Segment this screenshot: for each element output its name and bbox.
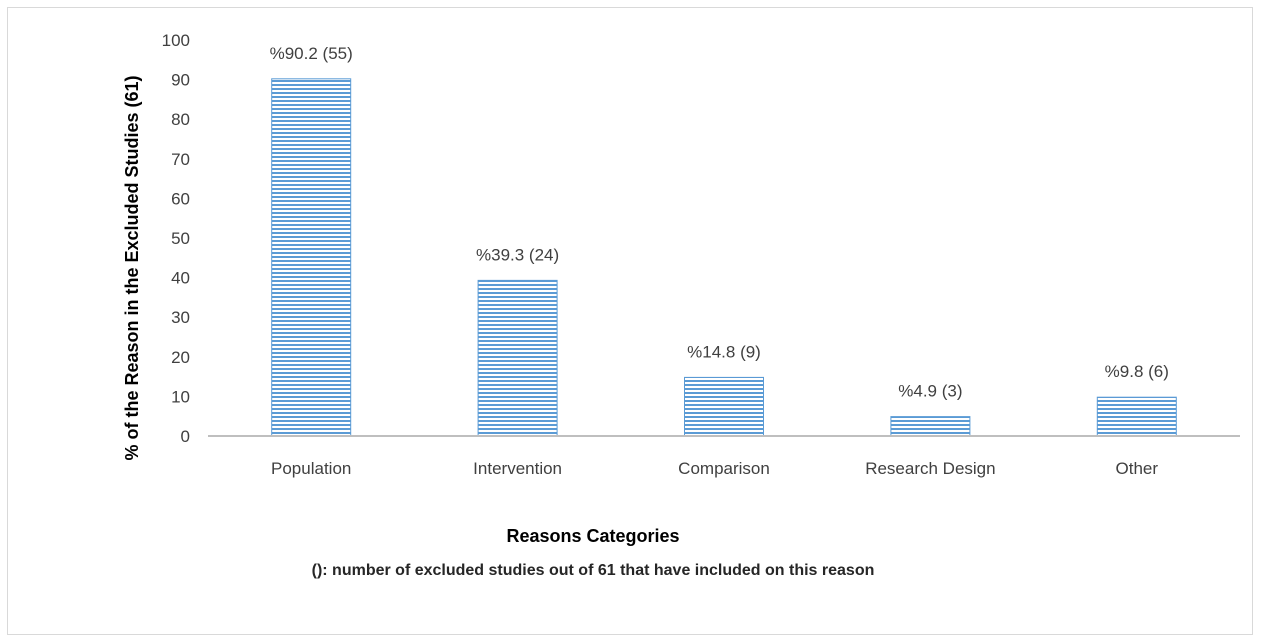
y-tick-label: 90 — [171, 71, 190, 90]
x-tick-label: Comparison — [678, 459, 770, 478]
data-label: %4.9 (3) — [898, 382, 962, 401]
bar — [684, 376, 764, 437]
data-labels-group: %90.2 (55) %39.3 (24) %14.8 (9) %4.9 (3) %9.… — [270, 44, 1169, 401]
y-tick-label: 40 — [171, 269, 190, 288]
bar — [477, 279, 558, 437]
bar — [1096, 396, 1177, 437]
x-tick-label: Intervention — [473, 459, 562, 478]
y-tick-label: 60 — [171, 189, 190, 208]
y-tick-label: 20 — [171, 348, 190, 367]
y-tick-label: 30 — [171, 308, 190, 327]
x-tick-label: Population — [271, 459, 351, 478]
bars-group — [271, 78, 1177, 437]
data-label: %9.8 (6) — [1105, 362, 1169, 381]
y-tick-label: 100 — [162, 31, 190, 50]
y-tick-label: 70 — [171, 150, 190, 169]
y-axis-ticks: 0 10 20 30 40 50 60 70 80 90 100 — [162, 31, 190, 446]
x-tick-label: Research Design — [865, 459, 995, 478]
data-label: %90.2 (55) — [270, 44, 353, 63]
data-label: %14.8 (9) — [687, 342, 761, 361]
x-axis-title: Reasons Categories — [506, 526, 679, 546]
data-label: %39.3 (24) — [476, 245, 559, 264]
y-axis-title: % of the Reason in the Excluded Studies … — [122, 75, 142, 460]
chart-frame — [7, 7, 1253, 635]
y-tick-label: 0 — [181, 427, 190, 446]
x-tick-label: Other — [1116, 459, 1159, 478]
bar — [271, 78, 352, 437]
footnote: (): number of excluded studies out of 61… — [312, 562, 875, 579]
x-axis-ticks: Population Intervention Comparison Research… — [271, 459, 1158, 478]
y-tick-label: 10 — [171, 387, 190, 406]
y-tick-label: 50 — [171, 229, 190, 248]
bar — [890, 416, 971, 437]
y-tick-label: 80 — [171, 110, 190, 129]
